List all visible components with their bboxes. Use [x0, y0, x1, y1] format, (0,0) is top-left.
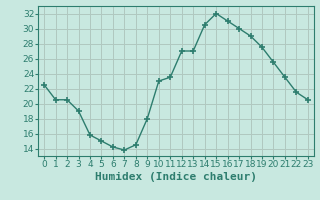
- X-axis label: Humidex (Indice chaleur): Humidex (Indice chaleur): [95, 172, 257, 182]
